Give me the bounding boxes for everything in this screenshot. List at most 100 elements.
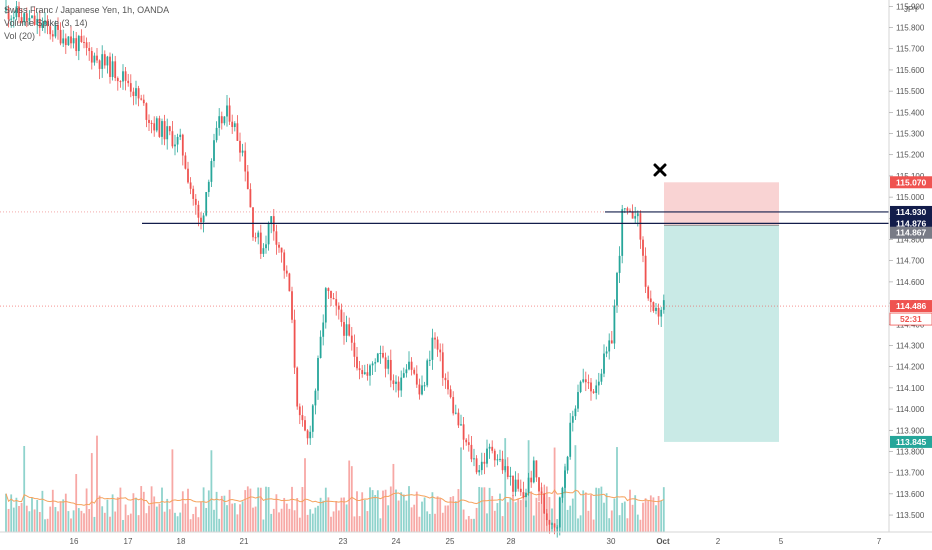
price-tick-label: 113.600 (896, 490, 925, 499)
volume-bar (662, 487, 665, 532)
candle-body (75, 38, 78, 52)
price-axis-background (889, 0, 932, 550)
candle-body (636, 213, 639, 217)
volume-bar (98, 495, 101, 532)
volume-bar (397, 500, 400, 532)
volume-bar (293, 510, 296, 532)
indicator-volume-spike[interactable]: Volume Spike (3, 14) (4, 18, 88, 28)
candle-body (168, 126, 171, 132)
countdown-tag: 52:31 (900, 314, 922, 324)
stop-price-tag-bg (890, 176, 932, 189)
candle-body (626, 208, 629, 211)
volume-bar (571, 498, 574, 532)
candle-body (96, 55, 98, 61)
symbol-title[interactable]: Swiss Franc / Japanese Yen, 1h, OANDA (4, 5, 170, 15)
volume-bar (62, 499, 65, 532)
candle-body (31, 15, 33, 18)
candle-body (397, 381, 400, 391)
candle-body (434, 337, 436, 340)
volume-bar (200, 502, 202, 532)
volume-bar (83, 513, 85, 532)
volume-bar (298, 517, 301, 532)
volume-bar (348, 460, 351, 532)
candle-body (506, 466, 509, 477)
candle-body (298, 406, 301, 416)
price-tick-label: 114.800 (896, 236, 925, 245)
volume-bar (103, 512, 106, 532)
candle-body (49, 26, 52, 35)
candle-body (262, 248, 265, 254)
candle-body (145, 103, 148, 120)
candle-body (309, 431, 312, 439)
volume-bar (634, 495, 637, 532)
volume-bar (228, 489, 231, 532)
volume-bar (296, 498, 299, 532)
volume-bar (278, 512, 280, 532)
candle-body (337, 305, 340, 310)
volume-bar (657, 495, 660, 532)
candle-body (317, 357, 319, 391)
candle-body (392, 380, 395, 384)
volume-bar (18, 506, 20, 532)
candle-body (301, 415, 304, 421)
candle-body (649, 298, 652, 303)
volume-bar (460, 447, 462, 532)
candle-body (358, 368, 361, 371)
volume-bar (194, 506, 197, 532)
volume-bar (590, 494, 592, 532)
volume-bar (285, 503, 288, 532)
candle-body (116, 78, 119, 82)
candle-body (20, 17, 23, 23)
indicator-volume[interactable]: Vol (20) (4, 31, 36, 41)
price-tick-label: 113.900 (896, 426, 925, 435)
candle-body (423, 385, 426, 387)
candle-body (7, 7, 10, 20)
volume-bar (267, 487, 270, 532)
candle-body (54, 24, 57, 37)
candle-body (174, 144, 176, 147)
price-tick-label: 114.000 (896, 405, 925, 414)
candle-body (561, 487, 564, 498)
time-tick-label: 23 (339, 537, 348, 546)
price-tick-label: 114.700 (896, 257, 925, 266)
volume-bar (408, 486, 410, 532)
price-tick-label: 113.700 (896, 469, 925, 478)
volume-bar (148, 505, 150, 532)
candle-body (473, 458, 475, 460)
candle-body (129, 83, 132, 92)
candle-body (163, 121, 166, 140)
volume-bar (124, 504, 127, 532)
take-profit-zone (664, 225, 779, 442)
current-price-tag: 114.486 (896, 301, 927, 311)
candle-body (33, 15, 36, 25)
candle-body (582, 379, 585, 382)
volume-bar (371, 490, 374, 532)
candle-body (548, 520, 551, 525)
volume-bar (603, 502, 605, 532)
candle-body (72, 38, 75, 44)
volume-bar (577, 518, 579, 532)
volume-bar (525, 500, 527, 532)
candle-body (85, 42, 88, 48)
volume-bar (566, 509, 569, 532)
x-marker (653, 163, 667, 177)
candle-body (210, 161, 213, 182)
candle-body (493, 450, 496, 461)
volume-bars (5, 435, 665, 532)
time-tick-label: 5 (779, 537, 784, 546)
candle-body (413, 369, 416, 374)
candle-body (564, 470, 566, 488)
time-tick-label: 25 (446, 537, 455, 546)
volume-bar (551, 508, 553, 532)
candle-body (319, 336, 322, 358)
candle-body (285, 270, 288, 274)
volume-bar (7, 508, 10, 532)
candle-body (257, 232, 260, 238)
candle-body (15, 6, 18, 18)
volume-bar (174, 512, 176, 532)
candle-body (371, 363, 374, 366)
candle-body (140, 98, 143, 100)
